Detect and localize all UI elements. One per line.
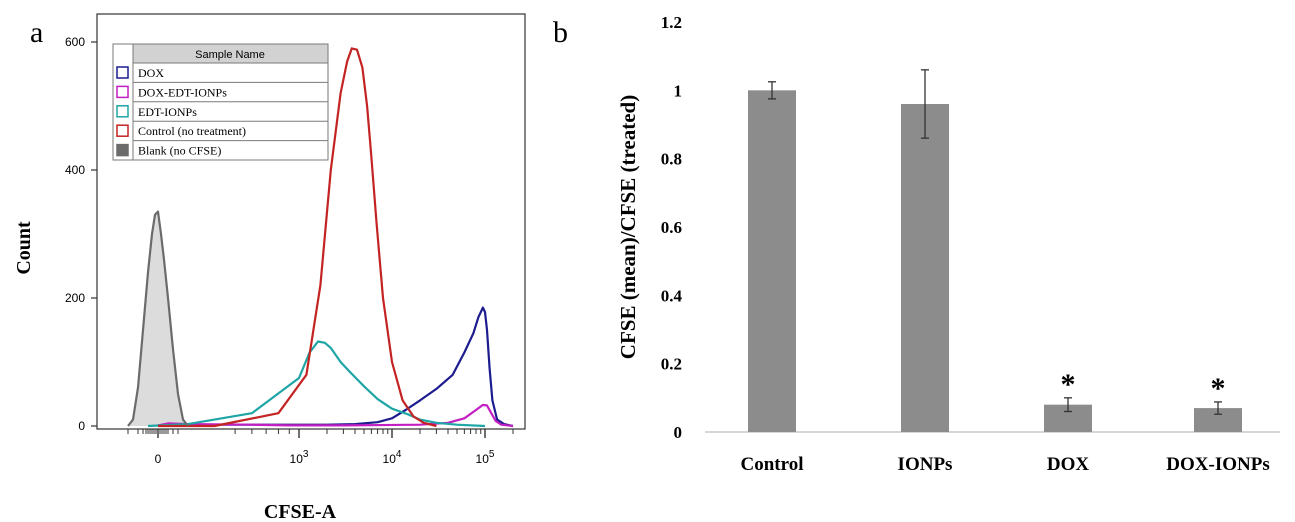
y-tick-label: 0	[78, 419, 85, 433]
y-tick-label: 600	[65, 35, 85, 49]
legend-entry-label: DOX	[138, 66, 164, 80]
legend-swatch	[116, 124, 129, 137]
series-line-dox-edt-ionps	[157, 403, 514, 428]
series-line-blank-no-cfse	[127, 210, 189, 427]
panel-b-y-ticks: 0 0.2 0.4 0.6 0.8 1 1.2	[661, 13, 683, 442]
panel-a-legend: Sample Name DOX DOX-EDT-IONPs EDT-IONPs Con…	[112, 43, 329, 161]
legend-swatch	[116, 66, 129, 79]
panel-a-y-axis-label: Count	[13, 221, 35, 275]
legend-entry-label: EDT-IONPs	[138, 105, 197, 119]
y-tick-label: 1.2	[661, 13, 682, 32]
legend-swatch	[116, 105, 129, 118]
panel-b-label: b	[553, 16, 568, 49]
panel-a-x-axis-label: CFSE-A	[264, 501, 337, 522]
bar-ionps	[901, 104, 949, 432]
bar-dox-ionps	[1194, 408, 1242, 432]
legend-swatch	[116, 143, 129, 157]
x-category-label: IONPs	[898, 454, 953, 475]
legend-entry-label: Blank (no CFSE)	[138, 144, 221, 158]
y-tick-label: 200	[65, 291, 85, 305]
y-tick-label: 400	[65, 163, 85, 177]
y-tick-label: 0.4	[661, 286, 683, 305]
panel-a-label: a	[30, 16, 43, 49]
y-tick-label: 0.2	[661, 355, 682, 374]
panel-a-fill-layer	[128, 211, 188, 426]
panel-a-histogram: a Count CFSE-A 0 200 400 600 0 103 104 105 Sam…	[13, 13, 526, 522]
x-tick-label: 105	[476, 449, 495, 466]
y-tick-label: 0	[674, 423, 683, 442]
panel-b-y-axis-label: CFSE (mean)/CFSE (treated)	[616, 95, 640, 359]
series-line-control-no-treatment	[158, 47, 437, 428]
panel-a-y-ticks: 0 200 400 600	[65, 35, 97, 433]
panel-b-bar-chart: b CFSE (mean)/CFSE (treated) 00.20.40.60…	[553, 13, 1280, 475]
series-line-dox	[157, 306, 514, 428]
legend-entry-label: DOX-EDT-IONPs	[138, 85, 227, 99]
significance-star: *	[1211, 372, 1226, 405]
series-line-edt-ionps	[147, 340, 486, 428]
legend-swatch	[116, 85, 129, 99]
x-tick-label: 104	[383, 449, 402, 466]
significance-star: *	[1061, 368, 1076, 401]
panel-a-x-ticks: 0 103 104 105	[127, 429, 514, 466]
legend-header: Sample Name	[195, 49, 265, 61]
y-tick-label: 1	[674, 81, 683, 100]
panel-a-line-layer	[127, 47, 514, 428]
x-tick-label: 0	[155, 452, 162, 466]
x-category-label: DOX	[1047, 454, 1090, 475]
y-tick-label: 0.8	[661, 150, 682, 169]
panel-b-bars: Control IONPs * DOX * DOX-IONPs	[741, 69, 1270, 475]
x-tick-label: 103	[290, 449, 309, 466]
panel-a-plot-frame	[96, 13, 526, 430]
x-category-label: DOX-IONPs	[1166, 454, 1269, 475]
bar-control	[748, 90, 796, 432]
y-tick-label: 0.6	[661, 218, 682, 237]
legend-entry-label: Control (no treatment)	[138, 124, 246, 138]
x-category-label: Control	[741, 454, 804, 475]
series-fill-blank	[128, 211, 188, 426]
